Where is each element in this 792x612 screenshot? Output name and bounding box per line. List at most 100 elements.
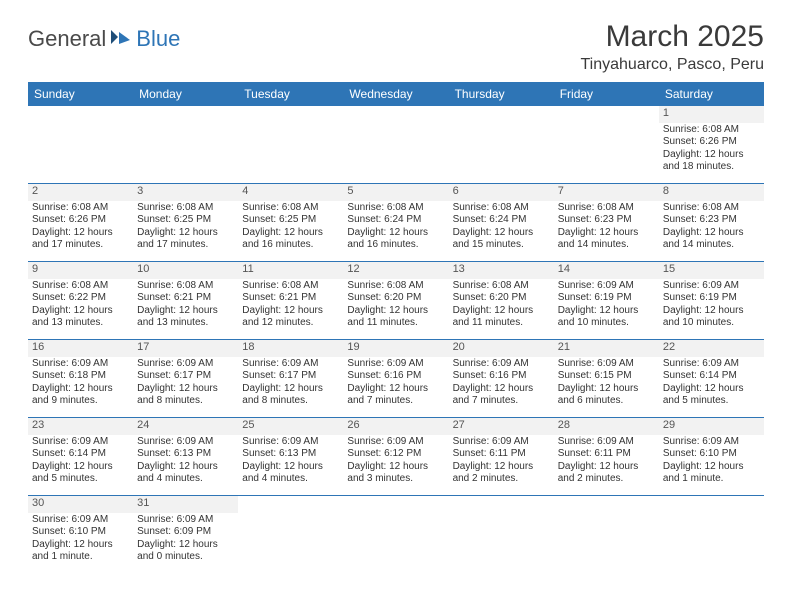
day-info-line: Sunrise: 6:09 AM [32,358,129,371]
day-info-line: Sunset: 6:24 PM [347,214,444,227]
day-info-line: Sunset: 6:26 PM [32,214,129,227]
day-number: 27 [453,419,550,433]
day-info-line: Sunset: 6:20 PM [347,292,444,305]
day-info-line: Sunset: 6:20 PM [453,292,550,305]
day-info-line: Sunset: 6:17 PM [242,370,339,383]
day-info-line: Daylight: 12 hours [663,227,760,240]
calendar-cell [238,106,343,184]
page-title: March 2025 [581,20,765,54]
day-info-line: Sunset: 6:18 PM [32,370,129,383]
calendar-cell: 2Sunrise: 6:08 AMSunset: 6:26 PMDaylight… [28,184,133,262]
day-info-line: Sunrise: 6:09 AM [242,436,339,449]
calendar-cell: 25Sunrise: 6:09 AMSunset: 6:13 PMDayligh… [238,418,343,496]
day-info-line: and 10 minutes. [558,317,655,330]
calendar-cell: 30Sunrise: 6:09 AMSunset: 6:10 PMDayligh… [28,496,133,574]
day-number: 29 [663,419,760,433]
logo-text-general: General [28,26,106,52]
day-info-line: Sunrise: 6:09 AM [347,358,444,371]
day-info-line: Daylight: 12 hours [453,227,550,240]
day-info-line: and 17 minutes. [32,239,129,252]
day-info-line: Daylight: 12 hours [663,461,760,474]
day-number: 23 [32,419,129,433]
day-header: Wednesday [343,82,448,106]
calendar-cell: 24Sunrise: 6:09 AMSunset: 6:13 PMDayligh… [133,418,238,496]
day-info-line: Sunset: 6:13 PM [137,448,234,461]
day-header: Thursday [449,82,554,106]
day-number: 10 [137,263,234,277]
day-info-line: and 4 minutes. [137,473,234,486]
day-info-line: Sunrise: 6:09 AM [137,358,234,371]
day-number: 31 [137,497,234,511]
day-info-line: Daylight: 12 hours [347,461,444,474]
day-number: 12 [347,263,444,277]
day-number: 22 [663,341,760,355]
logo: General Blue [28,20,180,52]
header: General Blue March 2025 Tinyahuarco, Pas… [28,20,764,74]
week-row: 23Sunrise: 6:09 AMSunset: 6:14 PMDayligh… [28,418,764,496]
day-info-line: Daylight: 12 hours [558,305,655,318]
day-info-line: Sunset: 6:15 PM [558,370,655,383]
calendar-cell [554,496,659,574]
day-info-line: Sunrise: 6:08 AM [558,202,655,215]
day-info-line: and 2 minutes. [453,473,550,486]
day-info-line: and 6 minutes. [558,395,655,408]
day-info-line: and 1 minute. [32,551,129,564]
day-header: Monday [133,82,238,106]
calendar-cell: 12Sunrise: 6:08 AMSunset: 6:20 PMDayligh… [343,262,448,340]
calendar-cell [554,106,659,184]
day-info-line: Sunrise: 6:08 AM [32,202,129,215]
calendar-cell: 14Sunrise: 6:09 AMSunset: 6:19 PMDayligh… [554,262,659,340]
calendar-cell: 26Sunrise: 6:09 AMSunset: 6:12 PMDayligh… [343,418,448,496]
day-info-line: Sunrise: 6:09 AM [137,436,234,449]
day-header: Saturday [659,82,764,106]
day-info-line: Sunrise: 6:08 AM [32,280,129,293]
logo-text-blue: Blue [136,26,180,52]
day-header: Tuesday [238,82,343,106]
calendar-cell: 16Sunrise: 6:09 AMSunset: 6:18 PMDayligh… [28,340,133,418]
day-number: 30 [32,497,129,511]
day-number: 24 [137,419,234,433]
day-number: 21 [558,341,655,355]
calendar-cell: 3Sunrise: 6:08 AMSunset: 6:25 PMDaylight… [133,184,238,262]
calendar-cell: 8Sunrise: 6:08 AMSunset: 6:23 PMDaylight… [659,184,764,262]
day-number: 13 [453,263,550,277]
day-info-line: Daylight: 12 hours [242,461,339,474]
day-info-line: Sunrise: 6:09 AM [558,358,655,371]
day-info-line: Sunrise: 6:09 AM [558,280,655,293]
calendar-cell: 28Sunrise: 6:09 AMSunset: 6:11 PMDayligh… [554,418,659,496]
day-info-line: Sunset: 6:25 PM [242,214,339,227]
day-info-line: Sunset: 6:21 PM [242,292,339,305]
day-info-line: Sunset: 6:23 PM [558,214,655,227]
day-info-line: and 9 minutes. [32,395,129,408]
day-info-line: Daylight: 12 hours [32,383,129,396]
day-info-line: Sunset: 6:11 PM [453,448,550,461]
day-info-line: Daylight: 12 hours [137,305,234,318]
calendar-cell: 20Sunrise: 6:09 AMSunset: 6:16 PMDayligh… [449,340,554,418]
day-info-line: Sunrise: 6:09 AM [32,514,129,527]
day-info-line: Daylight: 12 hours [242,383,339,396]
day-info-line: and 16 minutes. [242,239,339,252]
day-info-line: Sunrise: 6:08 AM [347,202,444,215]
week-row: 30Sunrise: 6:09 AMSunset: 6:10 PMDayligh… [28,496,764,574]
day-info-line: Daylight: 12 hours [663,305,760,318]
day-info-line: Sunset: 6:21 PM [137,292,234,305]
day-info-line: and 15 minutes. [453,239,550,252]
day-info-line: and 1 minute. [663,473,760,486]
day-info-line: Daylight: 12 hours [558,461,655,474]
day-info-line: Sunset: 6:25 PM [137,214,234,227]
day-info-line: Sunset: 6:11 PM [558,448,655,461]
day-info-line: and 7 minutes. [347,395,444,408]
day-number: 1 [663,107,760,121]
week-row: 9Sunrise: 6:08 AMSunset: 6:22 PMDaylight… [28,262,764,340]
calendar-cell: 10Sunrise: 6:08 AMSunset: 6:21 PMDayligh… [133,262,238,340]
day-info-line: and 11 minutes. [347,317,444,330]
day-info-line: and 13 minutes. [32,317,129,330]
day-info-line: Sunrise: 6:09 AM [453,358,550,371]
day-number: 6 [453,185,550,199]
day-info-line: Sunrise: 6:08 AM [242,202,339,215]
calendar-cell: 19Sunrise: 6:09 AMSunset: 6:16 PMDayligh… [343,340,448,418]
day-info-line: and 14 minutes. [558,239,655,252]
day-info-line: Daylight: 12 hours [32,539,129,552]
week-row: 2Sunrise: 6:08 AMSunset: 6:26 PMDaylight… [28,184,764,262]
day-info-line: and 7 minutes. [453,395,550,408]
